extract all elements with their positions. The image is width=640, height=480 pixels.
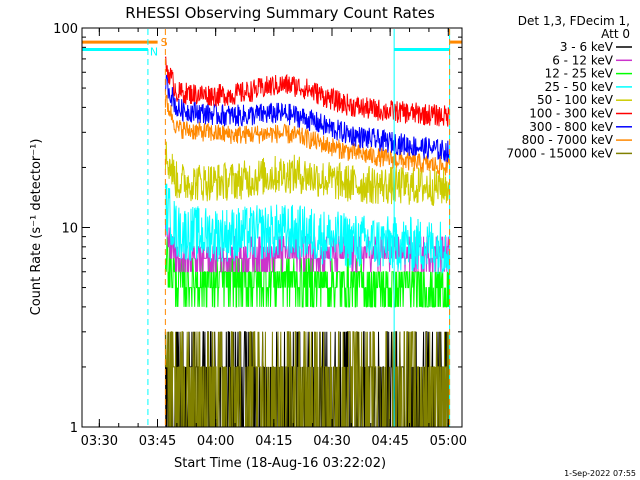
y-tick-label: 1 <box>70 421 78 436</box>
x-tick-label: 04:15 <box>255 434 292 449</box>
x-axis: 03:30 03:45 04:00 04:15 04:30 04:45 05:00 <box>81 28 467 449</box>
series-3 <box>164 183 450 275</box>
x-tick-label: 04:45 <box>371 434 408 449</box>
series-7 <box>164 94 450 176</box>
legend-label-1: 6 - 12 keV <box>552 53 614 67</box>
y-tick-label: 10 <box>61 222 78 237</box>
legend-label-7: 800 - 7000 keV <box>522 133 614 147</box>
plot-series-group <box>164 56 450 428</box>
series-2 <box>164 236 450 308</box>
x-tick-label: 04:30 <box>313 434 350 449</box>
legend-label-4: 50 - 100 keV <box>537 93 614 107</box>
legend-label-2: 12 - 25 keV <box>545 67 614 81</box>
x-tick-label: 03:30 <box>81 434 118 449</box>
legend-header-line-1: Det 1,3, FDecim 1, <box>518 14 630 28</box>
x-axis-label: Start Time (18-Aug-16 03:22:02) <box>174 456 386 471</box>
series-6 <box>164 74 450 163</box>
y-tick-label: 100 <box>53 22 78 37</box>
legend-label-0: 3 - 6 keV <box>560 40 614 54</box>
legend-label-8: 7000 - 15000 keV <box>506 146 613 160</box>
legend-label-6: 300 - 800 keV <box>529 120 613 134</box>
footer-date: 1-Sep-2022 07:55 <box>564 469 636 478</box>
legend-label-5: 100 - 300 keV <box>529 107 613 121</box>
x-tick-label: 05:00 <box>430 434 467 449</box>
chart-title: RHESSI Observing Summary Count Rates <box>125 4 435 22</box>
x-tick-label: 04:00 <box>197 434 234 449</box>
saa-label: S <box>161 36 168 49</box>
legend-label-3: 25 - 50 keV <box>545 80 614 94</box>
night-label: N <box>150 46 158 59</box>
plot-markers-group: SN <box>82 29 462 427</box>
series-4 <box>164 141 450 206</box>
y-axis-label: Count Rate (s⁻¹ detector⁻¹) <box>29 139 44 316</box>
legend-header-line-2: Att 0 <box>601 27 630 41</box>
x-tick-label: 03:45 <box>139 434 176 449</box>
y-axis: 1 10 100 <box>53 22 462 436</box>
series-8 <box>164 331 450 428</box>
series-5 <box>164 56 450 127</box>
